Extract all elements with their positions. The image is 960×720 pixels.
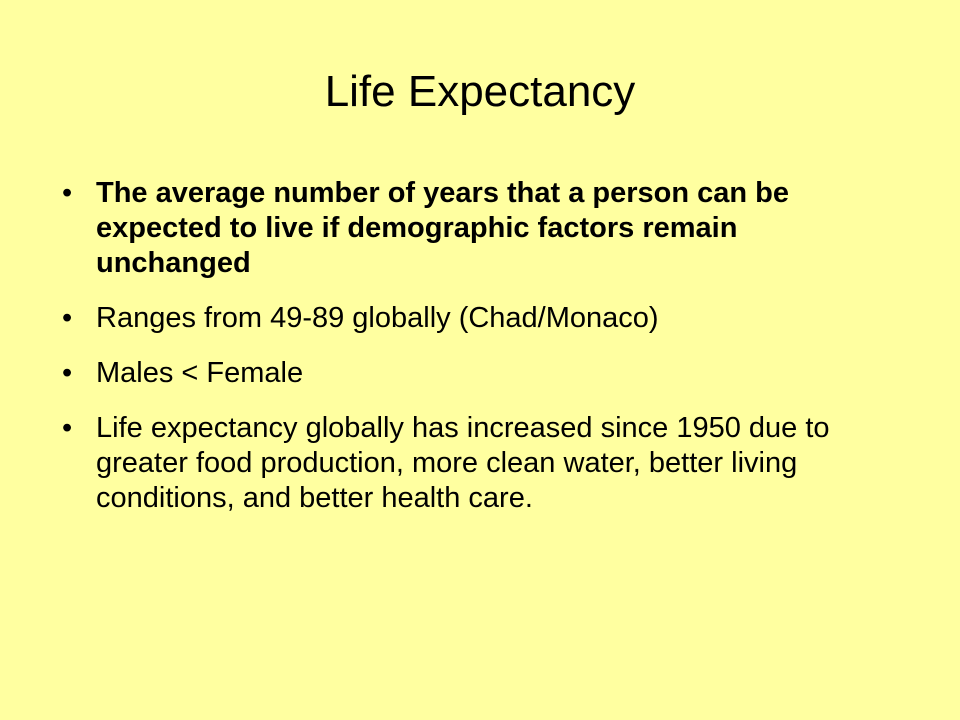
bullet-dot-icon: • (62, 302, 73, 334)
bullet-text: Life expectancy globally has increased s… (96, 412, 830, 514)
bullet-item-increase: • Life expectancy globally has increased… (62, 411, 882, 516)
bullet-item-definition: • The average number of years that a per… (62, 176, 882, 281)
bullet-text: Males < Female (96, 357, 304, 389)
bullet-item-range: • Ranges from 49-89 globally (Chad/Monac… (62, 301, 882, 336)
bullet-dot-icon: • (62, 412, 73, 444)
bullet-dot-icon: • (62, 177, 73, 209)
bullet-text: Ranges from 49-89 globally (Chad/Monaco) (96, 302, 659, 334)
bullet-list: • The average number of years that a per… (62, 176, 882, 536)
bullet-item-gender: • Males < Female (62, 356, 882, 391)
slide-title: Life Expectancy (324, 67, 636, 116)
bullet-dot-icon: • (62, 357, 73, 389)
bullet-text: The average number of years that a perso… (96, 177, 790, 279)
